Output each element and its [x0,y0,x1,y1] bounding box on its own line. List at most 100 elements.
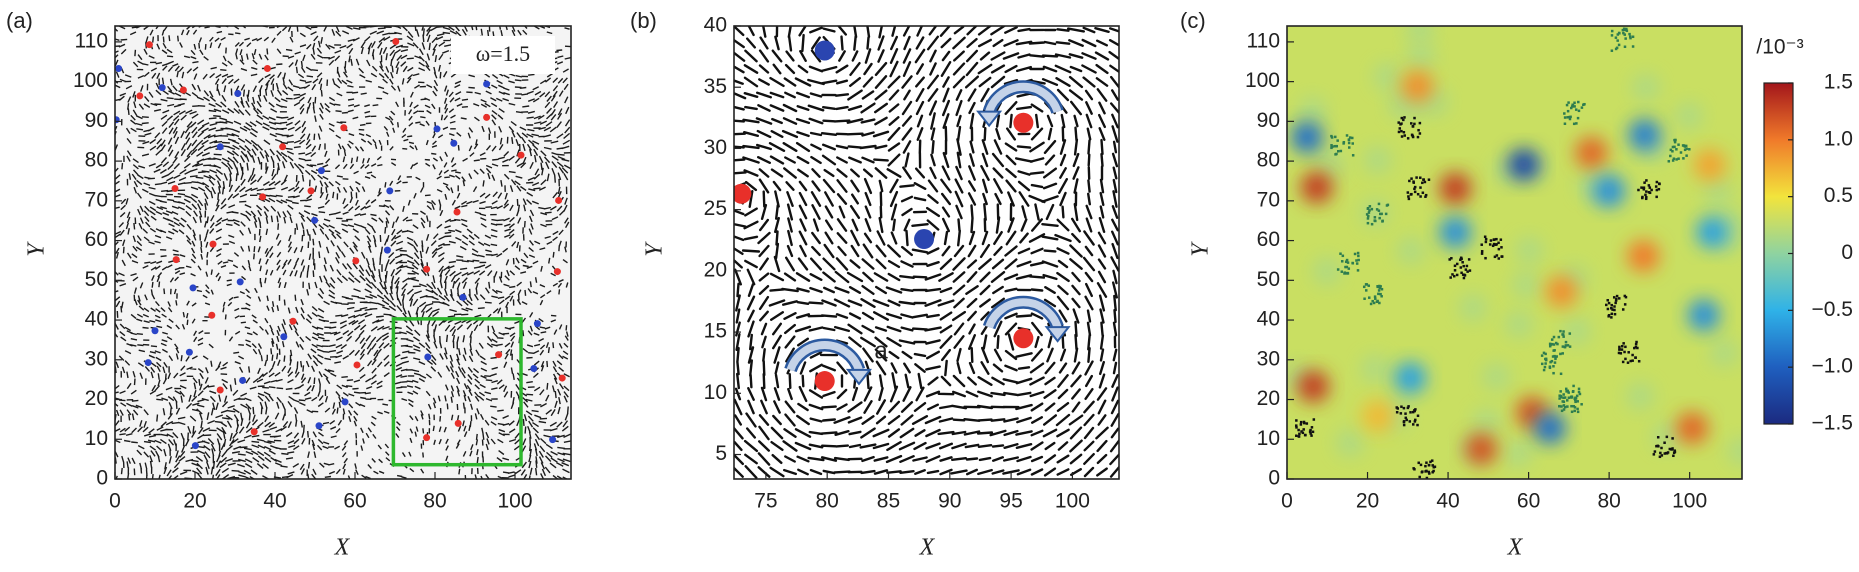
particle [1347,267,1351,270]
particle [1399,123,1402,126]
particle [1405,418,1408,422]
heat-spot [1291,121,1324,154]
particle [1671,150,1674,153]
particle [1650,188,1653,192]
heat-spot [1533,412,1566,445]
texture [1631,73,1660,102]
particle [1562,330,1565,333]
particle [1675,158,1678,161]
particle [1544,352,1547,356]
particle [1613,305,1616,308]
heat-spot [1696,216,1729,249]
particle [1373,295,1377,298]
panel-label: (c) [1180,8,1206,33]
particle [1453,264,1457,268]
particle [1430,459,1434,462]
defect-point [145,41,153,49]
particle [1621,28,1625,32]
particle [1344,260,1348,264]
defect-point [549,436,557,444]
y-tick-label: 60 [85,228,108,251]
y-axis-label: Y [642,241,668,257]
defect-point [158,84,166,92]
x-tick-label: 85 [877,490,900,513]
y-tick-label: 20 [1257,387,1280,410]
particle [1400,405,1403,408]
particle [1659,451,1662,455]
particle [1645,196,1648,199]
particle [1305,422,1309,425]
particle [1463,273,1466,277]
particle [1376,299,1379,303]
y-tick-label: 90 [85,109,108,132]
particle [1634,342,1638,346]
colorbar-label: /10⁻³ [1756,36,1803,59]
particle [1619,352,1623,355]
particle [1455,262,1459,266]
particle [1484,240,1488,244]
particle [1564,387,1568,391]
x-tick-label: 90 [938,490,961,513]
defect-point [115,116,120,124]
defect-point [239,376,247,384]
defect-point [533,320,541,328]
particle [1310,434,1313,437]
particle [1621,308,1625,311]
particle [1419,176,1422,179]
particle [1304,433,1307,437]
particle [1480,250,1484,253]
particle [1620,348,1624,351]
particle [1411,410,1415,414]
defect-point [289,317,297,325]
particle [1412,181,1416,184]
y-tick-label: 35 [704,75,727,98]
particle [1339,252,1342,255]
particle [1416,192,1420,196]
particle [1491,244,1495,248]
defect-point [814,40,835,61]
particle [1432,465,1436,469]
particle [1301,431,1305,435]
particle [1416,414,1420,418]
y-tick-label: 60 [1257,228,1280,251]
particle [1340,270,1344,273]
arrow-head [976,110,1003,128]
particle [1424,470,1427,473]
particle [1623,28,1627,32]
heat-spot [1507,148,1540,181]
particle [1573,409,1576,413]
defect-point [383,246,391,254]
particle [1367,284,1371,287]
rotation-arrow [985,298,1062,329]
particle [1395,406,1399,409]
annotation-box [451,36,555,74]
particle [1295,419,1298,422]
particle [1552,365,1555,368]
defect-point [279,143,287,151]
particle [1494,243,1497,246]
particle [1643,181,1646,184]
texture [1312,257,1341,286]
particle [1355,259,1358,262]
particle [1348,136,1352,139]
particle [1336,268,1340,271]
particle [1413,468,1416,471]
particle [1298,432,1301,436]
particle [1356,269,1360,272]
particle [1412,423,1415,426]
particle [1562,393,1565,396]
particle [1373,216,1377,219]
particle [1422,178,1425,181]
particle [1561,333,1564,336]
particle [1347,141,1351,145]
defect-point [1013,328,1034,349]
particle [1607,301,1611,305]
defect-point [311,216,319,224]
defect-point [454,419,462,427]
particle [1413,187,1416,191]
particle [1635,340,1638,344]
particle [1402,406,1406,410]
particle [1372,301,1376,305]
texture [1406,43,1435,72]
particle [1673,140,1677,144]
